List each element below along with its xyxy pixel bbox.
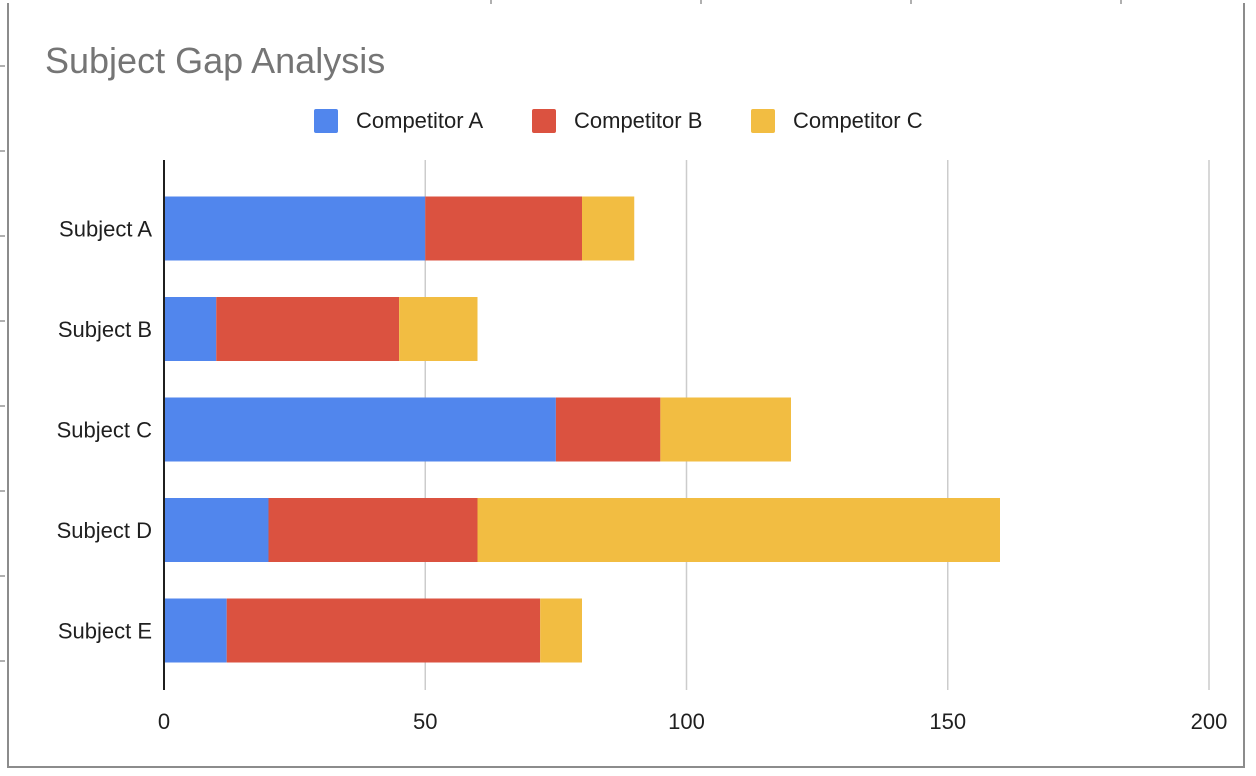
edge-tick-mark [0, 660, 5, 662]
x-tick-label-0: 0 [158, 709, 170, 734]
legend-swatch-competitor-c [751, 109, 775, 133]
edge-tick-mark [0, 575, 5, 577]
edge-tick-mark [0, 320, 5, 322]
bar-subject-c-competitor-b[interactable] [555, 397, 661, 462]
legend-label-competitor-c: Competitor C [793, 108, 923, 133]
bar-subject-e-competitor-c[interactable] [540, 598, 582, 663]
bar-subject-c-competitor-a[interactable] [164, 397, 556, 462]
x-tick-label-100: 100 [668, 709, 705, 734]
x-tick-label-150: 150 [929, 709, 966, 734]
legend-label-competitor-a: Competitor A [356, 108, 484, 133]
edge-tick-mark [910, 0, 912, 4]
edge-tick-mark [490, 0, 492, 4]
x-tick-label-50: 50 [413, 709, 437, 734]
bar-subject-d-competitor-b[interactable] [268, 498, 478, 562]
bar-subject-b-competitor-a[interactable] [164, 297, 217, 361]
category-label-subject-a: Subject A [59, 217, 152, 242]
bar-subject-c-competitor-c[interactable] [660, 397, 791, 462]
legend-item-competitor-c[interactable]: Competitor C [751, 106, 923, 136]
legend-item-competitor-a[interactable]: Competitor A [314, 106, 483, 136]
legend-label-competitor-b: Competitor B [574, 108, 703, 133]
x-tick-label-200: 200 [1191, 709, 1228, 734]
legend-swatch-competitor-a [314, 109, 338, 133]
edge-tick-mark [0, 405, 5, 407]
bar-subject-b-competitor-b[interactable] [216, 297, 400, 361]
chart-legend: Competitor A Competitor B Competitor C [0, 106, 1256, 136]
legend-swatch-competitor-b [532, 109, 556, 133]
category-label-subject-e: Subject E [58, 619, 152, 644]
bar-subject-d-competitor-c[interactable] [477, 498, 1001, 562]
bar-subject-d-competitor-a[interactable] [164, 498, 269, 562]
bar-subject-a-competitor-b[interactable] [425, 196, 582, 261]
edge-tick-mark [700, 0, 702, 4]
bar-subject-a-competitor-c[interactable] [582, 196, 635, 261]
edge-tick-mark [0, 65, 5, 67]
legend-item-competitor-b[interactable]: Competitor B [532, 106, 702, 136]
bar-subject-e-competitor-a[interactable] [164, 598, 227, 663]
category-label-subject-c: Subject C [57, 418, 152, 443]
category-label-subject-d: Subject D [57, 518, 152, 543]
bar-subject-b-competitor-c[interactable] [399, 297, 478, 361]
chart-title: Subject Gap Analysis [45, 40, 386, 81]
edge-tick-mark [0, 490, 5, 492]
bar-subject-a-competitor-a[interactable] [164, 196, 426, 261]
category-label-subject-b: Subject B [58, 317, 152, 342]
bar-subject-e-competitor-b[interactable] [226, 598, 541, 663]
edge-tick-mark [1120, 0, 1122, 4]
edge-tick-mark [0, 150, 5, 152]
edge-tick-mark [0, 235, 5, 237]
